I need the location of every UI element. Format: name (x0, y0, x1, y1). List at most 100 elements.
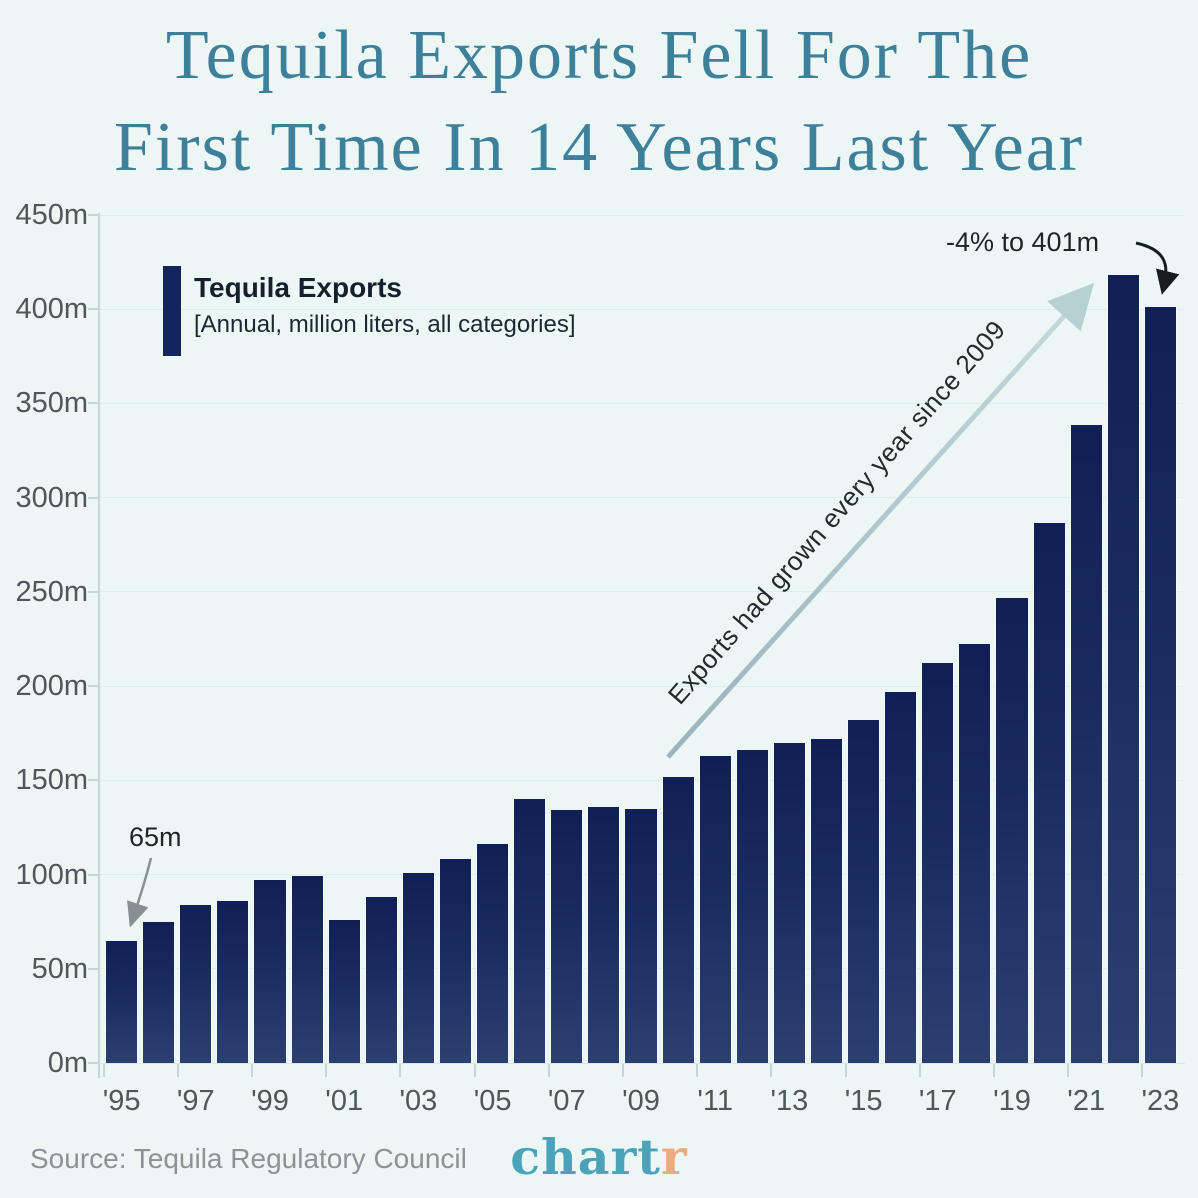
bar-2001 (327, 920, 361, 1063)
x-tick-mark (1141, 1064, 1144, 1077)
bar-2000 (290, 876, 324, 1063)
bar-2013 (772, 743, 806, 1063)
bar-2019 (995, 598, 1029, 1063)
y-tick-mark (88, 590, 99, 593)
chartr-logo: chartr (0, 1128, 1198, 1186)
x-tick-mark (176, 1064, 179, 1077)
y-tick-label: 450m (15, 199, 88, 231)
bar-2009 (624, 809, 658, 1063)
y-grid-line (100, 214, 1185, 216)
y-tick-mark (88, 308, 99, 311)
x-tick-label: '13 (770, 1085, 809, 1117)
chart-title: Tequila Exports Fell For The First Time … (0, 10, 1198, 194)
legend-subtitle: [Annual, million liters, all categories] (194, 311, 576, 338)
bar-2021 (1069, 425, 1103, 1063)
x-tick-label: '07 (547, 1085, 586, 1117)
bar-2012 (735, 750, 769, 1063)
legend: Tequila Exports [Annual, million liters,… (163, 266, 576, 356)
x-tick-label: '15 (844, 1085, 883, 1117)
bar-1999 (253, 880, 287, 1063)
chart-title-line1: Tequila Exports Fell For The (165, 17, 1033, 94)
logo-accent: r (660, 1128, 688, 1186)
y-grid-line (100, 497, 1185, 499)
x-tick-label: '03 (399, 1085, 438, 1117)
x-tick-label: '11 (697, 1085, 734, 1117)
legend-text: Tequila Exports [Annual, million liters,… (194, 266, 576, 356)
bar-1995 (105, 941, 139, 1063)
x-tick-label: '21 (1067, 1085, 1106, 1117)
bar-2007 (550, 810, 584, 1063)
bar-1996 (142, 922, 176, 1063)
x-tick-mark (992, 1064, 995, 1077)
bar-1998 (216, 901, 250, 1063)
y-tick-mark (88, 873, 99, 876)
y-tick-label: 150m (15, 764, 88, 797)
legend-title: Tequila Exports (194, 272, 402, 303)
x-tick-mark (696, 1064, 699, 1077)
x-tick-label: '01 (325, 1085, 364, 1117)
y-tick-mark (88, 402, 99, 405)
x-tick-label: '05 (473, 1085, 512, 1117)
bar-2004 (438, 859, 473, 1063)
y-grid-line (100, 591, 1185, 593)
bar-2022 (1106, 275, 1140, 1063)
x-tick-mark (621, 1064, 624, 1077)
y-tick-label: 400m (15, 293, 88, 326)
bar-1997 (179, 905, 213, 1063)
bar-2005 (476, 844, 510, 1063)
bar-2008 (587, 807, 621, 1063)
y-grid-line (100, 402, 1185, 404)
chart-title-line2: First Time In 14 Years Last Year (113, 109, 1085, 186)
y-tick-label: 100m (15, 858, 88, 891)
x-tick-mark (1067, 1064, 1070, 1077)
x-tick-mark (102, 1064, 105, 1077)
x-tick-label: '95 (102, 1085, 141, 1117)
logo-main: chart (510, 1128, 661, 1186)
bar-2006 (513, 799, 547, 1063)
x-tick-label: '23 (1141, 1085, 1180, 1117)
bar-2020 (1032, 523, 1066, 1063)
y-tick-mark (88, 1062, 99, 1064)
y-tick-mark (88, 214, 99, 216)
y-tick-mark (88, 779, 99, 782)
x-axis-baseline (99, 1063, 1185, 1064)
x-tick-mark (250, 1064, 253, 1077)
x-tick-label: '99 (251, 1085, 289, 1117)
y-grid-line (100, 685, 1185, 687)
y-grid-line (100, 779, 1185, 781)
first-value-arrow (127, 857, 153, 928)
bar-2016 (884, 692, 918, 1063)
x-tick-label: '17 (918, 1085, 957, 1117)
x-tick-mark (770, 1064, 773, 1077)
x-tick-mark (473, 1064, 476, 1077)
y-axis-line (98, 213, 100, 1078)
x-tick-mark (325, 1064, 328, 1077)
y-tick-mark (88, 685, 99, 688)
bar-2014 (809, 739, 844, 1063)
x-tick-label: '09 (622, 1085, 660, 1117)
y-tick-label: 300m (15, 481, 88, 514)
x-tick-mark (844, 1064, 847, 1077)
x-tick-label: '19 (993, 1085, 1031, 1117)
bar-2010 (661, 777, 695, 1063)
bar-2003 (401, 873, 435, 1063)
y-tick-label: 200m (15, 670, 88, 703)
source-text: Source: Tequila Regulatory Council (30, 1143, 467, 1174)
latest-change-arrow (1135, 241, 1180, 295)
x-tick-mark (399, 1064, 402, 1077)
y-tick-mark (88, 967, 99, 970)
y-tick-label: 250m (15, 575, 88, 608)
x-tick-mark (547, 1064, 550, 1077)
legend-swatch (163, 266, 181, 356)
bar-2015 (847, 720, 881, 1063)
bar-2023 (1143, 307, 1177, 1063)
y-tick-label: 0m (47, 1047, 88, 1079)
y-grid-line (100, 308, 1185, 310)
bar-2002 (364, 897, 398, 1063)
bar-2018 (958, 644, 992, 1063)
annotation-latest-change: -4% to 401m (946, 227, 1100, 257)
y-tick-label: 50m (31, 952, 88, 985)
annotation-first-value: 65m (129, 822, 182, 852)
x-tick-mark (918, 1064, 921, 1077)
